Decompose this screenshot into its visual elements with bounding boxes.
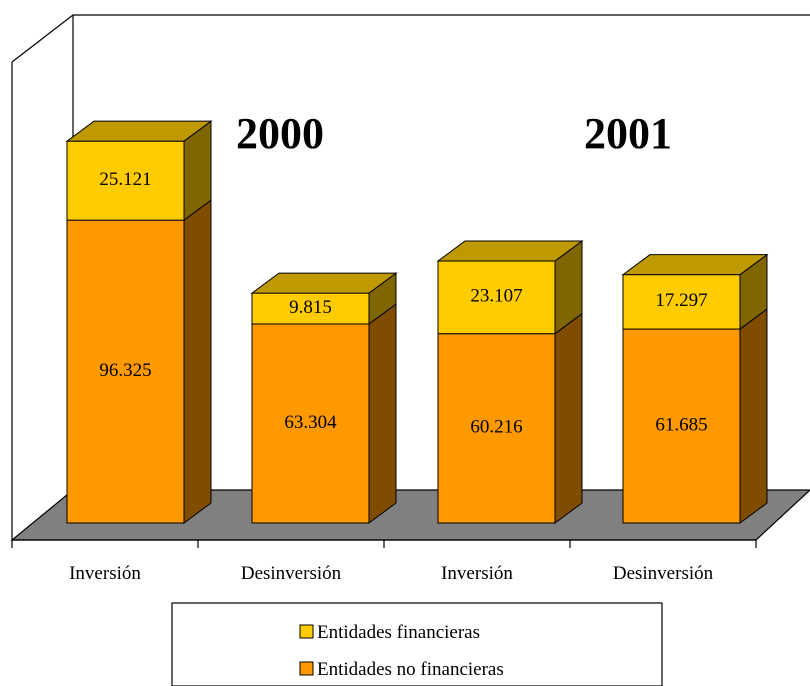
data-labels-layer: 96.325 25.121 63.304 9.815 60.216 23.107 61.68… [99, 169, 707, 438]
data-label: 17.297 [655, 290, 707, 311]
legend-box [171, 602, 663, 686]
back-wall-top [11, 14, 810, 63]
data-label: 60.216 [470, 417, 522, 438]
bar-segment [66, 219, 185, 524]
bar-segment [622, 328, 741, 524]
legend-swatch [299, 661, 314, 676]
x-tick-label: Desinversión [613, 563, 714, 584]
data-label: 61.685 [655, 414, 707, 435]
bar-top [621, 254, 769, 276]
data-label: 63.304 [284, 412, 337, 433]
legend: Entidades financieras Entidades no financ… [171, 602, 663, 686]
year-labels-layer: 2000 2001 [236, 109, 672, 158]
data-label: 25.121 [99, 169, 151, 190]
x-tick-label: Inversión [441, 563, 513, 584]
bar-top [436, 240, 584, 262]
x-tick-label: Desinversión [241, 563, 342, 584]
bar-segment [66, 140, 185, 221]
bar-segment [437, 333, 556, 524]
bar-segment-side [739, 308, 768, 524]
year-label: 2000 [236, 109, 324, 158]
data-label: 96.325 [99, 360, 151, 381]
data-label: 9.815 [289, 297, 332, 318]
bar-segment-side [554, 312, 583, 524]
bar-segment-side [183, 199, 212, 524]
legend-swatch [299, 624, 314, 639]
bar-top [65, 120, 213, 142]
bars-layer [65, 120, 769, 524]
bar-segment-side [368, 302, 397, 524]
bar-segment [622, 274, 741, 330]
bar-top [250, 272, 398, 294]
legend-label: Entidades no financieras [317, 659, 504, 680]
tick-labels-layer: Inversión Desinversión Inversión Desinversi… [69, 563, 714, 584]
x-tick-label: Inversión [69, 563, 141, 584]
legend-label: Entidades financieras [317, 622, 480, 643]
data-label: 23.107 [470, 286, 522, 307]
year-label: 2001 [584, 109, 672, 158]
